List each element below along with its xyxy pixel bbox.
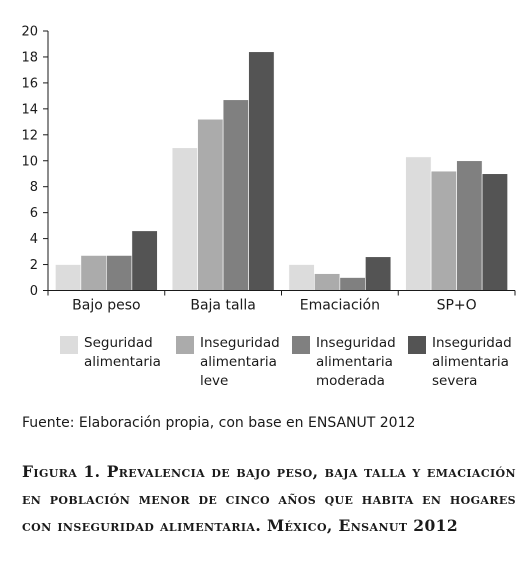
y-tick-label: 2: [30, 258, 38, 273]
y-tick-label: 14: [21, 102, 38, 117]
bar: [430, 170, 457, 291]
bar: [55, 264, 82, 291]
legend-label: Inseguridad alimentaria moderada: [316, 335, 396, 389]
x-axis: Bajo peso Baja talla Emaciación SP+O: [47, 290, 516, 314]
x-category-label: Bajo peso: [72, 298, 140, 314]
y-tick-label: 12: [21, 128, 38, 143]
bar: [222, 99, 249, 291]
y-tick-label: 18: [21, 50, 38, 65]
bar: [80, 255, 107, 291]
y-axis: 0 2 4 6 8 10 12 14 16 18 20: [21, 25, 49, 299]
legend-label: Inseguridad alimentaria leve: [200, 335, 280, 389]
y-tick-label: 20: [21, 25, 38, 40]
legend-swatch: [176, 336, 194, 354]
bar: [481, 173, 508, 291]
bar: [248, 51, 275, 291]
y-tick-label: 10: [21, 154, 38, 169]
legend-swatch: [292, 336, 310, 354]
x-category-label: Emaciación: [300, 298, 380, 314]
bar: [405, 156, 432, 291]
bar: [288, 264, 315, 291]
bar: [365, 256, 392, 291]
legend: Seguridad alimentaria Inseguridad alimen…: [60, 334, 520, 396]
y-tick-label: 6: [30, 206, 38, 221]
source-note: Fuente: Elaboración propia, con base en …: [22, 415, 416, 431]
bar: [339, 277, 366, 291]
bar: [314, 273, 341, 291]
legend-swatch: [60, 336, 78, 354]
y-tick-label: 0: [30, 284, 38, 299]
y-tick-label: 4: [30, 232, 38, 247]
legend-swatch: [408, 336, 426, 354]
x-category-label: SP+O: [437, 298, 477, 314]
bar: [456, 160, 483, 291]
bar: [171, 147, 198, 291]
bar: [131, 230, 158, 291]
y-tick-label: 8: [30, 180, 38, 195]
legend-label: Seguridad alimentaria: [84, 335, 161, 370]
legend-label: Inseguridad alimentaria severa: [432, 335, 512, 389]
x-category-label: Baja talla: [190, 298, 256, 314]
figure-caption: Figura 1. Prevalencia de bajo peso, baja…: [22, 462, 516, 535]
y-tick-label: 16: [21, 76, 38, 91]
bar: [106, 255, 133, 291]
bar-chart: 0 2 4 6 8 10 12 14 16 18 20 Bajo peso Baja talla Ema…: [21, 25, 516, 314]
bar: [197, 118, 224, 291]
bars: [55, 51, 508, 291]
